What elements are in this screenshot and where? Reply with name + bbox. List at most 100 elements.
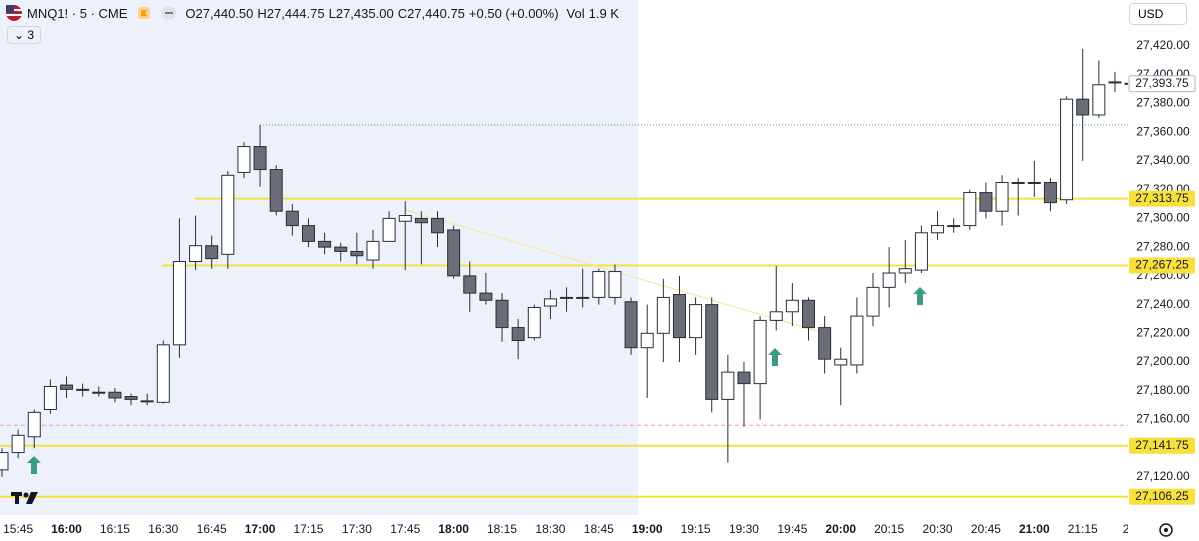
candle-body xyxy=(672,294,686,339)
settings-icon[interactable] xyxy=(1159,523,1173,537)
candle-body xyxy=(205,245,219,260)
header: MNQ1! · 5 · CME O27,440.50 H27,444.75 L27,… xyxy=(0,0,619,26)
level-label-bg xyxy=(1129,437,1195,454)
x-tick-label: 18:00 xyxy=(438,522,469,536)
candle-body xyxy=(1060,98,1074,201)
x-tick-label: 20:45 xyxy=(971,522,1001,536)
candle-body xyxy=(0,452,9,471)
x-tick-label: 19:30 xyxy=(729,522,759,536)
x-tick-label: 20:15 xyxy=(874,522,904,536)
candle-body xyxy=(76,388,90,391)
candle-body xyxy=(495,299,509,329)
candle-body xyxy=(108,391,122,399)
candle-body xyxy=(1108,81,1122,84)
x-tick-label: 15:45 xyxy=(3,522,33,536)
candle-body xyxy=(947,225,961,228)
candle-body xyxy=(527,306,541,339)
y-tick-label: 27,180.00 xyxy=(1136,383,1190,397)
market-icon xyxy=(138,7,151,19)
candle-body xyxy=(431,217,445,234)
candle-body xyxy=(769,311,783,321)
candle-body xyxy=(140,400,154,403)
candle-body xyxy=(818,327,832,360)
x-tick-label: 19:00 xyxy=(632,522,663,536)
candle-body xyxy=(866,286,880,317)
candle-body xyxy=(382,217,396,242)
candle-body xyxy=(479,292,493,301)
candle-body xyxy=(156,344,170,403)
ohlc: O27,440.50 H27,444.75 L27,435.00 C27,440.75 xyxy=(181,6,465,21)
x-tick-label: 16:45 xyxy=(197,522,227,536)
candle-body xyxy=(785,299,799,313)
candle-body xyxy=(27,411,41,438)
status-icon xyxy=(162,6,177,20)
candle-body xyxy=(882,272,896,288)
x-tick-label: 18:30 xyxy=(535,522,565,536)
candle-body xyxy=(1043,181,1057,204)
candle-body xyxy=(914,232,928,271)
candle-body xyxy=(221,174,235,255)
signal-arrow xyxy=(768,348,782,366)
candle-body xyxy=(850,315,864,366)
y-tick-label: 27,240.00 xyxy=(1136,297,1190,311)
candle-body xyxy=(414,217,428,224)
level-label: 27,313.75 xyxy=(1135,191,1189,205)
settings-icon-center xyxy=(1164,528,1168,532)
candle-body xyxy=(1092,84,1106,116)
session-shade xyxy=(0,0,638,515)
candle-body xyxy=(350,250,364,257)
ohlc-key: H xyxy=(257,5,267,21)
candle-body xyxy=(511,327,525,342)
y-tick-label: 27,360.00 xyxy=(1136,124,1190,138)
x-tick-label: 17:00 xyxy=(245,522,276,536)
y-tick-label: 27,380.00 xyxy=(1136,96,1190,110)
x-tick-label: 16:15 xyxy=(100,522,130,536)
y-tick-label: 27,280.00 xyxy=(1136,239,1190,253)
candle-body xyxy=(963,192,977,227)
candle-body xyxy=(898,268,912,274)
x-tick-label: 16:30 xyxy=(148,522,178,536)
ohlc-value: 27,440.75 xyxy=(407,5,465,21)
candle-body xyxy=(721,371,735,400)
level-label: 27,106.25 xyxy=(1135,489,1189,503)
candle-body xyxy=(11,434,25,454)
x-tick-label: 21:15 xyxy=(1068,522,1098,536)
candle-body xyxy=(269,169,283,212)
candle-body xyxy=(802,299,815,329)
plot: 15:45 16:00 16:15 16:30 16:45 17:00 17:15 17:30… xyxy=(0,48,1139,536)
candle-body xyxy=(705,304,719,400)
y-tick-label: 27,220.00 xyxy=(1136,326,1190,340)
x-tick-label: 20:00 xyxy=(825,522,856,536)
signal-arrow xyxy=(913,287,927,305)
currency-button[interactable]: USD xyxy=(1129,3,1187,25)
level-label: 27,141.75 xyxy=(1135,438,1189,452)
candle-body xyxy=(995,181,1009,212)
candle-body xyxy=(124,396,138,400)
ohlc-value: 27,444.75 xyxy=(266,5,325,21)
y-tick-label: 27,300.00 xyxy=(1136,211,1190,225)
symbol[interactable]: MNQ1! · 5 · CME xyxy=(27,5,128,21)
x-tick-label: 21:00 xyxy=(1019,522,1050,536)
candle-body xyxy=(334,246,348,252)
level-label: 27,267.25 xyxy=(1135,258,1189,272)
candle-body xyxy=(366,240,380,261)
candle-body xyxy=(43,385,57,410)
ohlc-key: C xyxy=(397,5,408,21)
x-tick-label: 20:30 xyxy=(923,522,953,536)
candle-body xyxy=(576,296,590,299)
candle-body xyxy=(834,358,848,366)
last-price-bg xyxy=(1128,75,1196,93)
x-tick-label: 18:15 xyxy=(487,522,517,536)
candle-body xyxy=(560,296,574,299)
level-label-bg xyxy=(1129,257,1195,274)
candle-body xyxy=(318,240,332,248)
volume: 1.9 K xyxy=(588,5,619,21)
candle-body xyxy=(979,192,993,212)
logo-part xyxy=(23,492,29,498)
candle-body xyxy=(398,215,412,222)
candle-body xyxy=(592,271,606,298)
indicator-toggle[interactable]: ⌄ 3 xyxy=(7,26,42,44)
logo-part xyxy=(26,492,38,504)
candle-body xyxy=(189,245,203,263)
